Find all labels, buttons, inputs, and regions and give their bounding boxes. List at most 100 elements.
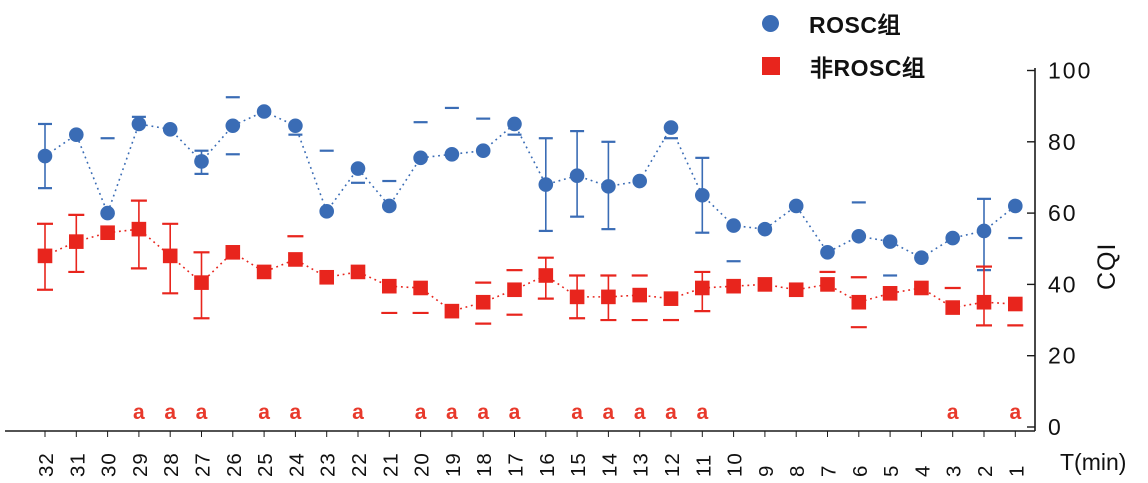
data-point-rosc (194, 154, 209, 169)
data-point-rosc (1008, 198, 1023, 214)
x-tick-label: 21 (379, 452, 402, 477)
annotation-a: a (196, 401, 208, 424)
annotation-a: a (509, 401, 521, 424)
annotation-a: a (352, 401, 364, 424)
annotation-a: a (258, 401, 270, 424)
data-point-rosc (882, 234, 898, 249)
x-tick-label: 3 (943, 465, 966, 477)
data-point-rosc (319, 204, 335, 219)
legend-label-rosc: ROSC组 (809, 12, 901, 38)
series-non-rosc (37, 199, 1024, 329)
x-tick-label: 8 (786, 465, 809, 477)
data-point-non-rosc (663, 291, 679, 306)
x-tick-label: 18 (473, 452, 496, 477)
data-point-non-rosc (507, 282, 522, 298)
x-tick-label: 15 (567, 452, 590, 477)
annotation-a: a (477, 401, 489, 424)
x-tick-label: 32 (35, 452, 58, 477)
data-point-non-rosc (788, 282, 804, 298)
x-axis-title: T(min) (1060, 449, 1126, 475)
data-point-non-rosc (726, 278, 741, 294)
data-point-rosc (601, 179, 616, 194)
x-tick-label: 29 (129, 452, 152, 477)
axes (5, 68, 1036, 437)
x-tick-label: 27 (192, 452, 215, 477)
legend: ROSC组 非ROSC组 (762, 8, 925, 81)
data-point-non-rosc (695, 280, 710, 296)
y-tick-label: 0 (1048, 414, 1063, 440)
data-point-rosc (444, 146, 460, 162)
data-point-rosc (507, 116, 522, 132)
data-point-non-rosc (382, 278, 397, 294)
y-axis-title: CQI (1093, 243, 1121, 290)
x-tick-label: 2 (974, 465, 997, 477)
data-point-non-rosc (601, 289, 616, 305)
data-point-non-rosc (162, 248, 178, 264)
x-tick-label: 4 (911, 465, 934, 477)
data-point-non-rosc (976, 294, 992, 310)
data-point-rosc (475, 143, 491, 159)
series-rosc (37, 96, 1023, 277)
x-tick-label: 23 (317, 452, 340, 477)
data-point-non-rosc (632, 287, 647, 303)
data-point-non-rosc (194, 275, 209, 290)
annotation-a: a (947, 401, 959, 424)
data-point-rosc (382, 198, 397, 214)
y-tick-label: 40 (1048, 271, 1078, 297)
annotation-a: a (133, 401, 145, 424)
x-tick-label: 13 (630, 452, 653, 477)
x-tick-label: 22 (348, 452, 371, 477)
legend-item-rosc: ROSC组 (762, 8, 925, 38)
data-point-rosc (663, 120, 679, 135)
data-point-rosc (632, 173, 647, 189)
data-point-non-rosc (37, 248, 53, 264)
data-point-rosc (100, 205, 115, 221)
data-point-rosc (131, 116, 147, 132)
data-point-non-rosc (350, 264, 366, 280)
data-point-rosc (162, 122, 178, 137)
x-tick-label: 10 (724, 452, 747, 477)
x-tick-label: 20 (411, 452, 434, 477)
annotation-a: a (164, 401, 176, 424)
data-point-rosc (976, 223, 992, 239)
data-point-rosc (69, 127, 84, 142)
non-rosc-square-marker-icon (762, 57, 780, 75)
x-tick-label: 31 (66, 452, 89, 477)
annotation-a: a (696, 401, 708, 424)
data-point-non-rosc (131, 221, 147, 237)
data-point-rosc (945, 230, 960, 246)
data-point-rosc (851, 228, 867, 244)
data-point-rosc (413, 150, 428, 166)
annotation-a: a (665, 401, 677, 424)
data-point-rosc (757, 221, 773, 237)
x-tick-label: 6 (849, 465, 872, 477)
y-tick-label: 60 (1048, 200, 1078, 226)
x-tick-label: 19 (442, 452, 465, 477)
x-tick-label: 9 (755, 465, 778, 477)
data-point-rosc (225, 118, 241, 134)
y-tick-label: 80 (1048, 129, 1078, 155)
legend-label-non-rosc: 非ROSC组 (810, 55, 926, 81)
data-point-non-rosc (538, 268, 554, 283)
legend-item-non-rosc: 非ROSC组 (762, 51, 925, 81)
x-tick-label: 1 (1005, 465, 1028, 477)
annotation-a: a (446, 401, 458, 424)
x-tick-label: 28 (160, 452, 183, 477)
data-point-non-rosc (1008, 296, 1023, 312)
data-point-non-rosc (100, 225, 115, 241)
x-tick-label: 30 (98, 452, 121, 477)
data-point-non-rosc (413, 280, 428, 296)
data-point-non-rosc (288, 252, 303, 267)
data-point-non-rosc (569, 289, 585, 305)
data-point-rosc (788, 198, 804, 214)
data-point-rosc (37, 148, 53, 164)
annotation-a: a (571, 401, 583, 424)
annotation-a: a (603, 401, 615, 424)
data-point-rosc (350, 161, 366, 176)
annotation-a: a (634, 401, 646, 424)
data-point-rosc (820, 245, 835, 260)
x-tick-label: 24 (285, 452, 308, 477)
